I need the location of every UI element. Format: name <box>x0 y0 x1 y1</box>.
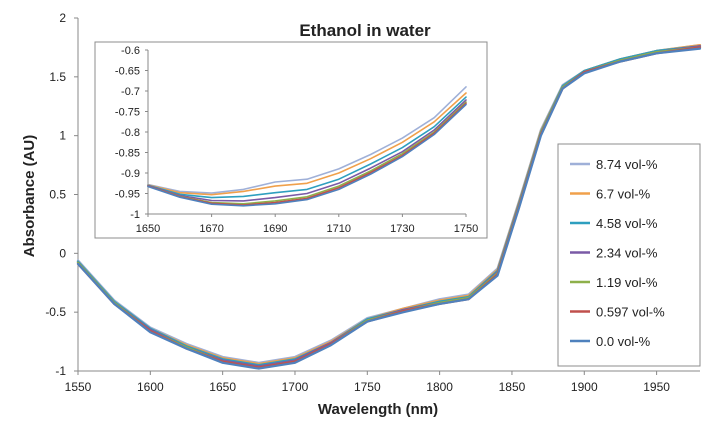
inset-x-tick-label: 1730 <box>390 223 414 235</box>
y-tick-label: 1 <box>59 129 66 143</box>
x-axis-title: Wavelength (nm) <box>318 401 438 418</box>
inset-series-line-3 <box>147 99 467 202</box>
y-axis-title: Absorbance (AU) <box>21 135 38 258</box>
inset-x-tick-label: 1670 <box>199 223 223 235</box>
inset-y-tick-label: -0.7 <box>121 86 140 98</box>
y-tick-label: 2 <box>59 11 66 25</box>
x-tick-label: 1650 <box>209 380 236 394</box>
inset-y-tick-label: -0.6 <box>121 45 140 57</box>
series-line-6 <box>76 47 702 370</box>
inset-y-tick-label: -0.75 <box>115 107 140 119</box>
legend-label-3: 2.34 vol-% <box>596 246 658 261</box>
inset-x-tick-label: 1650 <box>136 223 160 235</box>
inset-y-tick-label: -0.65 <box>115 66 140 78</box>
legend-label-4: 1.19 vol-% <box>596 275 658 290</box>
inset-series-line-1 <box>147 92 467 196</box>
main-axes: -1 -0.5 0 0.5 1 1.5 2 1550 1600 1650 1700 1750 1800 1… <box>45 11 700 394</box>
main-series <box>76 43 702 370</box>
x-tick-label: 1800 <box>426 380 453 394</box>
legend-label-2: 4.58 vol-% <box>596 216 658 231</box>
inset-series-line-2 <box>147 96 467 199</box>
x-tick-label: 1700 <box>282 380 309 394</box>
x-tick-label: 1750 <box>354 380 381 394</box>
legend-label-0: 8.74 vol-% <box>596 157 658 172</box>
chart-title: Ethanol in water <box>299 21 431 40</box>
legend-frame <box>557 143 701 367</box>
legend-label-6: 0.0 vol-% <box>596 334 651 349</box>
y-tick-label: 0.5 <box>49 188 66 202</box>
x-tick-label: 1600 <box>137 380 164 394</box>
inset-series-line-6 <box>147 103 467 207</box>
inset-y-tick-label: -0.9 <box>121 168 140 180</box>
inset-y-tick-label: -1 <box>130 209 140 221</box>
x-tick-label: 1950 <box>643 380 670 394</box>
inset-x-tick-label: 1750 <box>454 223 478 235</box>
inset-x-tick-label: 1710 <box>327 223 351 235</box>
inset-chart: -1 -0.95 -0.9 -0.85 -0.8 -0.75 -0.7 -0.65 -0.6 16… <box>94 41 488 239</box>
y-tick-label: 1.5 <box>49 70 66 84</box>
inset-y-tick-label: -0.95 <box>115 189 140 201</box>
inset-y-tick-label: -0.8 <box>121 127 140 139</box>
x-tick-label: 1550 <box>65 380 92 394</box>
inset-frame <box>94 41 488 239</box>
x-tick-label: 1850 <box>499 380 526 394</box>
legend-label-5: 0.597 vol-% <box>596 305 665 320</box>
legend-label-1: 6.7 vol-% <box>596 187 651 202</box>
inset-x-tick-label: 1690 <box>263 223 287 235</box>
y-tick-label: 0 <box>59 246 66 260</box>
inset-series-line-0 <box>147 86 467 194</box>
y-tick-label: -0.5 <box>45 305 66 319</box>
y-tick-label: -1 <box>55 364 66 378</box>
inset-y-tick-label: -0.85 <box>115 148 140 160</box>
legend: 8.74 vol-% 6.7 vol-% 4.58 vol-% 2.34 vol-% 1… <box>557 143 701 367</box>
x-tick-label: 1900 <box>571 380 598 394</box>
